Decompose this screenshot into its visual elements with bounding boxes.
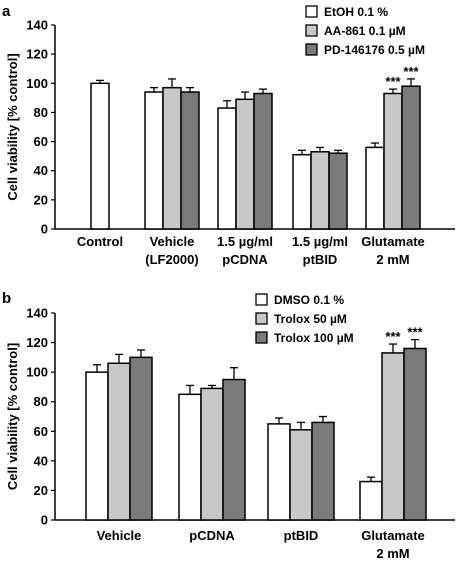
bar [401,85,421,230]
x-tick-label: pCDNA [189,528,235,543]
x-tick-label: 2 mM [376,546,409,561]
y-tick-label: 0 [41,513,48,528]
bar [222,378,246,521]
y-tick-label: 120 [26,335,48,350]
bar [235,98,255,230]
legend-label: EtOH 0.1 % [324,5,388,19]
bar [292,153,312,230]
x-tick-label: Glutamate [361,234,425,249]
y-tick-label: 140 [26,18,48,33]
x-tick-label: Control [77,234,123,249]
legend-swatch [305,24,318,37]
x-tick-label: Vehicle [150,234,195,249]
legend-label: Trolox 100 µM [274,331,354,345]
y-tick-label: 120 [26,47,48,62]
significance-label: *** [407,325,423,340]
y-tick-label: 80 [34,394,48,409]
y-tick-label: 100 [26,365,48,380]
legend-label: AA-861 0.1 µM [324,24,406,38]
panel-label-b: b [2,290,11,307]
y-tick-label: 40 [34,163,48,178]
y-tick-label: 20 [34,483,48,498]
x-tick-label: 1.5 µg/ml [292,234,348,249]
bar [144,91,164,230]
bar [381,352,405,521]
legend-swatch [255,331,268,344]
bar [162,86,182,230]
legend-swatch [255,312,268,325]
bar [180,91,200,230]
y-tick-label: 0 [41,222,48,237]
legend-swatch [255,293,268,306]
y-axis-title: Cell viability [% control] [5,343,20,490]
x-tick-label: Glutamate [361,528,425,543]
bar [90,82,110,230]
y-tick-label: 60 [34,134,48,149]
bar [310,151,330,230]
bar [253,92,273,230]
significance-label: *** [385,74,401,89]
panel-label-a: a [2,3,11,20]
bar [200,387,224,521]
y-tick-label: 60 [34,424,48,439]
legend-swatch [305,5,318,18]
legend-label: PD-146176 0.5 µM [324,43,425,57]
bar [383,92,403,230]
x-tick-label: 1.5 µg/ml [217,234,273,249]
y-tick-label: 100 [26,76,48,91]
bar [365,146,385,230]
significance-label: *** [385,329,401,344]
legend-label: Trolox 50 µM [274,312,347,326]
bar [311,421,335,521]
legend-label: DMSO 0.1 % [274,293,344,307]
legend-swatch [305,43,318,56]
y-axis-title: Cell viability [% control] [5,53,20,200]
bar [85,371,109,521]
x-tick-label: pCDNA [222,252,268,267]
bar [129,356,153,521]
x-tick-label: 2 mM [376,252,409,267]
x-tick-label: (LF2000) [145,252,198,267]
y-tick-label: 20 [34,192,48,207]
bar [178,393,202,521]
y-tick-label: 140 [26,306,48,321]
bar [359,480,383,521]
significance-label: *** [403,64,419,79]
bar [267,423,291,521]
x-tick-label: Vehicle [97,528,142,543]
bar [403,347,427,521]
bar [328,152,348,230]
x-tick-label: ptBID [284,528,319,543]
bar [289,429,313,521]
bar [217,107,237,230]
y-tick-label: 80 [34,105,48,120]
bar [107,362,131,521]
x-tick-label: ptBID [303,252,338,267]
y-tick-label: 40 [34,453,48,468]
